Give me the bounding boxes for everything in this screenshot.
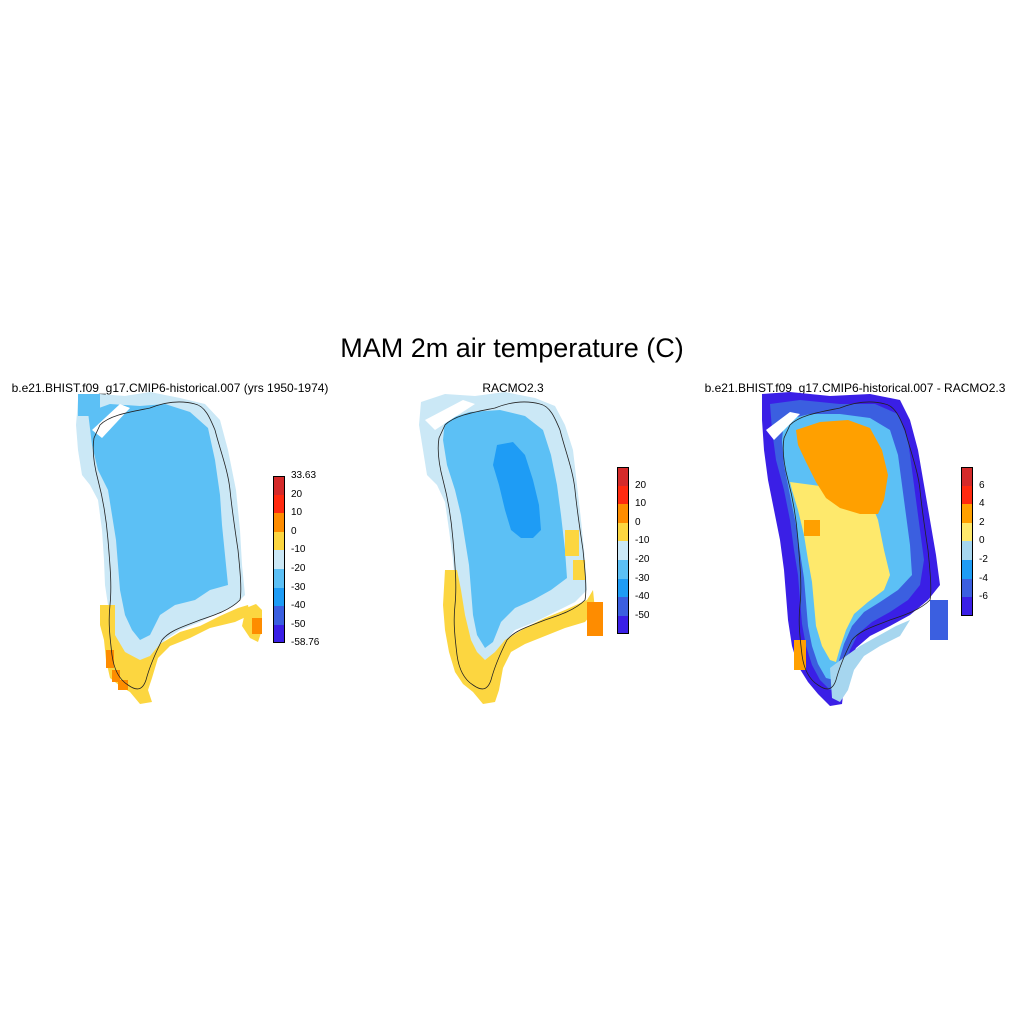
colorbar-label: -2 [979,554,988,565]
colorbar-label: 20 [291,488,303,500]
colorbar-swatch [273,587,285,607]
region-north-warm [796,420,888,514]
colorbar-swatch [617,467,629,486]
colorbar-label: 0 [291,525,297,537]
region-sw-orange-2 [112,670,120,682]
colorbar-swatch [273,569,285,588]
colorbar-label: 0 [635,516,641,528]
colorbar-swatch [273,624,285,644]
colorbar-label: 10 [635,498,647,510]
region-south-coast-warm [443,570,595,704]
colorbar-label: 20 [635,479,647,491]
region-nw-white-gap [766,412,800,440]
colorbar-label: -30 [635,572,650,584]
colorbar-label: -10 [291,544,306,556]
map-model [76,392,262,704]
region-nw-cells [78,394,100,416]
colorbar-swatch [961,560,973,579]
region-nw-white-gap [425,400,475,430]
colorbar-swatch [961,485,973,505]
colorbar-swatch [961,541,973,560]
colorbar-swatch [273,513,285,532]
region-ice-sheet-interior [443,410,567,648]
colorbar-label: 0 [979,535,985,547]
colorbar-swatch [961,522,973,542]
colorbar-swatch [961,504,973,523]
colorbar-label: -50 [291,618,306,630]
colorbar-swatch [617,615,629,635]
colorbar-swatch [617,578,629,598]
panel-title-racmo: RACMO2.3 [482,381,544,395]
colorbar-label: -40 [635,591,650,603]
colorbar-swatch [273,476,285,495]
panel-title-model: b.e21.BHIST.f09_g17.CMIP6-historical.007… [11,381,329,395]
colorbar-swatch [617,560,629,579]
coastline-outline [437,401,587,690]
colorbar-label: -58.76 [291,637,320,649]
region-east-island [587,602,603,636]
colorbar-label: -20 [635,554,650,565]
coastline-outline [782,401,932,690]
colorbar-label: -6 [979,591,988,603]
colorbar-swatch [273,494,285,514]
region-se-warm-2 [573,560,585,580]
colorbar-swatch [617,541,629,560]
coastline-outline [92,401,242,690]
colorbar-swatch [961,467,973,486]
colorbar-label: 33.63 [291,470,317,481]
region-ice-sheet-interior [88,404,228,640]
region-sw-orange-3 [118,680,128,690]
figure-title: MAM 2m air temperature (C) [340,333,684,363]
colorbar-swatch [273,606,285,625]
colorbar-label: -30 [291,581,306,593]
colorbar-swatch [617,597,629,616]
colorbar-swatch [961,578,973,598]
colorbar-swatch [273,531,285,551]
colorbar-label: -50 [635,609,650,621]
map-difference [762,392,948,706]
colorbar-label: -40 [291,600,306,612]
region-se-warm-1 [565,530,579,556]
region-east-island [930,600,948,640]
colorbar-label: 6 [979,479,985,491]
region-sw-orange-1 [106,650,114,668]
region-west-positive [804,520,820,536]
colorbar-label: -20 [291,563,306,574]
colorbar-label: 4 [979,498,985,510]
colorbar-swatch [273,550,285,569]
colorbar-label: -10 [635,535,650,547]
colorbar-label: -4 [979,572,988,584]
colorbar-swatch [961,597,973,616]
region-east-island-orange [252,618,262,634]
colorbar-swatch [617,522,629,542]
colorbar-swatch [617,485,629,505]
colorbar-label: 10 [291,507,303,519]
region-ice-core [493,442,541,538]
region-south-neutral [830,620,910,702]
map-racmo [419,392,603,704]
panel-title-difference: b.e21.BHIST.f09_g17.CMIP6-historical.007… [704,381,1006,395]
colorbar-swatch [617,504,629,523]
colorbar-label: 2 [979,516,985,528]
region-south-coast-warm [100,605,250,704]
region-nw-white-gap [92,404,130,438]
